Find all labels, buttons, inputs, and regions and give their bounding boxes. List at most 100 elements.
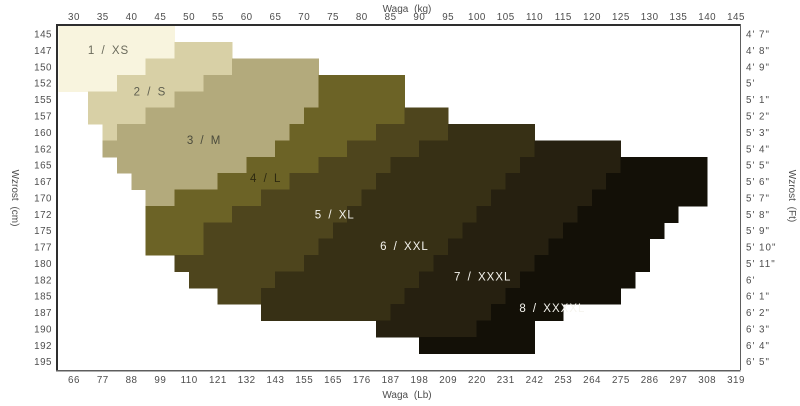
size-cell-4-l [174,189,262,207]
axis-tick-label-lb: 132 [238,375,256,386]
axis-tick-label-ft: 6' 4" [746,341,770,352]
axis-tick-label-kg: 35 [97,12,109,23]
axis-tick-label-cm: 177 [34,243,52,254]
axis-tick-label-cm: 172 [34,210,52,221]
axis-tick-label-kg: 105 [497,12,515,23]
axis-tick-label-lb: 286 [641,375,659,386]
size-cell-5-xl [260,189,363,207]
size-cell-8-xxxxl [606,173,708,191]
size-cell-3-m [174,91,319,109]
axis-tick-label-ft: 5' 7" [746,193,770,204]
size-cell-3-m [203,74,319,92]
size-cell-4-l [318,74,406,92]
axis-tick-label-kg: 80 [356,12,368,23]
axis-tick-label-kg: 130 [641,12,659,23]
axis-tick-label-lb: 308 [698,375,716,386]
axis-tick-label-cm: 190 [34,324,52,335]
axis-tick-label-cm: 187 [34,308,52,319]
axis-tick-label-lb: 198 [410,375,428,386]
size-cell-6-xxl [390,156,521,174]
axis-tick-label-ft: 5' 1" [746,95,770,106]
size-cell-8-xxxxl [548,238,650,256]
size-region-label-7-xxxl: 7 / XXXL [454,271,511,283]
axis-tick-label-cm: 170 [34,193,52,204]
size-cell-3-m [116,156,247,174]
axis-tick-label-ft: 5' 9" [746,226,770,237]
axis-tick-label-ft: 6' 1" [746,292,770,303]
axis-tick-label-lb: 275 [612,375,630,386]
size-cell-8-xxxxl [419,336,535,354]
size-region-label-2-s: 2 / S [134,87,167,99]
axis-tick-label-ft: 5' 6" [746,177,770,188]
size-cell-7-xxxl [534,140,622,158]
axis-tick-label-ft: 5' 4" [746,144,770,155]
axis-tick-label-lb: 297 [670,375,688,386]
axis-tick-label-kg: 100 [468,12,486,23]
axis-tick-label-cm: 152 [34,79,52,90]
axis-tick-label-ft: 5' [746,79,755,90]
axis-tick-label-cm: 180 [34,259,52,270]
axis-tick-label-lb: 176 [353,375,371,386]
size-cell-6-xxl [375,173,506,191]
size-cell-5-xl [217,287,262,305]
axis-tick-label-kg: 65 [270,12,282,23]
size-region-label-4-l: 4 / L [250,173,281,185]
axis-tick-label-cm: 157 [34,111,52,122]
size-cell-5-xl [188,271,276,289]
size-cell-6-xxl [447,124,535,141]
axis-tick-label-kg: 95 [442,12,454,23]
axis-tick-label-cm: 182 [34,275,52,286]
axis-tick-label-ft: 6' 3" [746,324,770,335]
axis-spine-top [56,24,741,26]
axis-tick-label-kg: 60 [241,12,253,23]
axis-title-top: Waga (kg) [383,4,432,15]
size-cell-7-xxxl [447,238,550,256]
axis-tick-label-ft: 5' 10" [746,243,776,254]
axis-tick-label-cm: 145 [34,30,52,41]
size-region-label-6-xxl: 6 / XXL [380,241,429,253]
axis-tick-label-cm: 165 [34,161,52,172]
size-cell-3-m [145,107,305,125]
axis-tick-label-lb: 231 [497,375,515,386]
size-cell-8-xxxxl [563,222,665,240]
axis-tick-label-lb: 99 [154,375,166,386]
axis-tick-label-ft: 6' 2" [746,308,770,319]
size-cell-5-xl [375,124,449,141]
axis-tick-label-cm: 155 [34,95,52,106]
axis-tick-label-ft: 5' 3" [746,128,770,139]
axis-tick-label-lb: 110 [181,375,198,386]
size-cell-8-xxxxl [519,271,636,289]
size-cell-5-xl [318,156,391,174]
axis-tick-label-lb: 187 [382,375,400,386]
size-cell-7-xxxl [433,255,535,272]
size-cell-8-xxxxl [577,205,679,223]
size-cell-7-xxxl [476,205,578,223]
axis-tick-label-lb: 253 [554,375,572,386]
axis-tick-label-kg: 70 [298,12,310,23]
axis-tick-label-cm: 192 [34,341,52,352]
size-cell-4-l [318,91,406,109]
size-region-label-3-m: 3 / M [187,135,222,147]
axis-tick-label-cm: 195 [34,357,52,368]
axis-title-bottom: Waga (Lb) [382,390,431,401]
axis-tick-label-lb: 121 [209,375,227,386]
size-cell-7-xxxl [404,287,506,305]
axis-tick-label-kg: 40 [126,12,138,23]
size-cell-2-s [174,42,233,60]
size-cell-6-xxl [260,287,406,305]
size-cell-6-xxl [419,140,535,158]
size-cell-8-xxxxl [591,189,708,207]
axis-tick-label-cm: 150 [34,62,52,73]
axis-tick-label-lb: 165 [324,375,342,386]
size-cell-2-s [88,107,147,125]
axis-tick-label-ft: 5' 11" [746,259,776,270]
axis-tick-label-ft: 5' 5" [746,161,770,172]
size-cell-5-xl [347,140,420,158]
axis-tick-label-ft: 4' 7" [746,30,770,41]
size-cell-4-l [145,222,204,240]
size-region-label-1-xs: 1 / XS [88,45,129,57]
size-cell-7-xxxl [491,189,593,207]
axis-tick-label-lb: 319 [727,375,745,386]
